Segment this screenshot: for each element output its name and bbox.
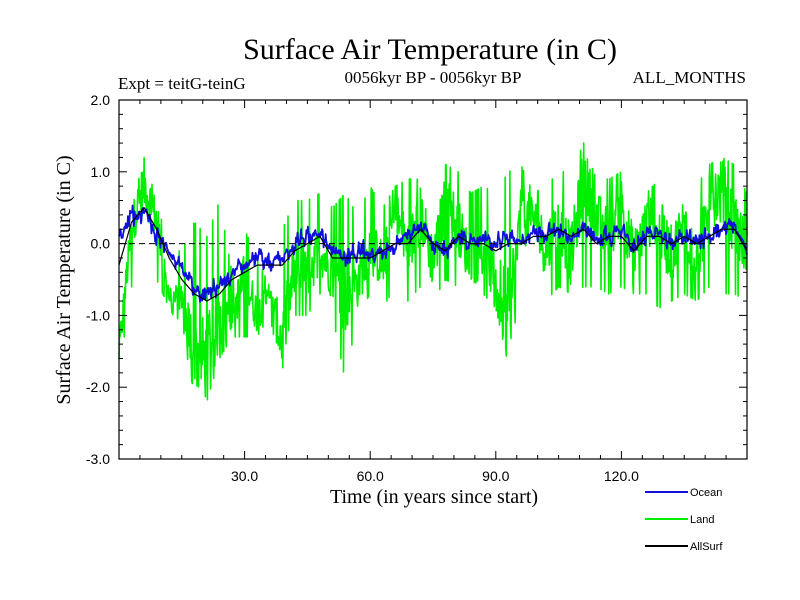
- legend-label-land: Land: [690, 514, 714, 526]
- y-tick-label: 1.0: [91, 164, 111, 180]
- subtitle-right: ALL_MONTHS: [633, 68, 746, 87]
- series-line-land: [118, 142, 748, 401]
- y-tick-label: 2.0: [91, 92, 111, 108]
- x-axis-label: Time (in years since start): [330, 486, 538, 508]
- plot-series: [118, 142, 748, 401]
- legend-label-ocean: Ocean: [690, 487, 722, 499]
- y-tick-label: 0.0: [91, 236, 111, 252]
- subtitle-left: Expt = teitG-teinG: [118, 74, 246, 93]
- axis-ticks: -3.0 -2.0 -1.0 0.0 1.0 2.0 30.0 60.0 90.0 120.0: [86, 92, 747, 484]
- x-tick-label: 120.0: [604, 468, 639, 484]
- x-tick-label: 90.0: [482, 468, 509, 484]
- x-tick-label: 30.0: [231, 468, 258, 484]
- legend: Ocean Land AllSurf: [645, 487, 723, 553]
- x-tick-label: 60.0: [357, 468, 384, 484]
- y-tick-label: -2.0: [86, 379, 110, 395]
- y-axis-label: Surface Air Temperature (in C): [53, 155, 75, 404]
- legend-label-allsurf: AllSurf: [690, 541, 723, 553]
- subtitle-center: 0056kyr BP - 0056kyr BP: [345, 68, 522, 87]
- chart-title: Surface Air Temperature (in C): [243, 33, 617, 66]
- y-tick-label: -3.0: [86, 451, 110, 467]
- y-tick-label: -1.0: [86, 307, 110, 323]
